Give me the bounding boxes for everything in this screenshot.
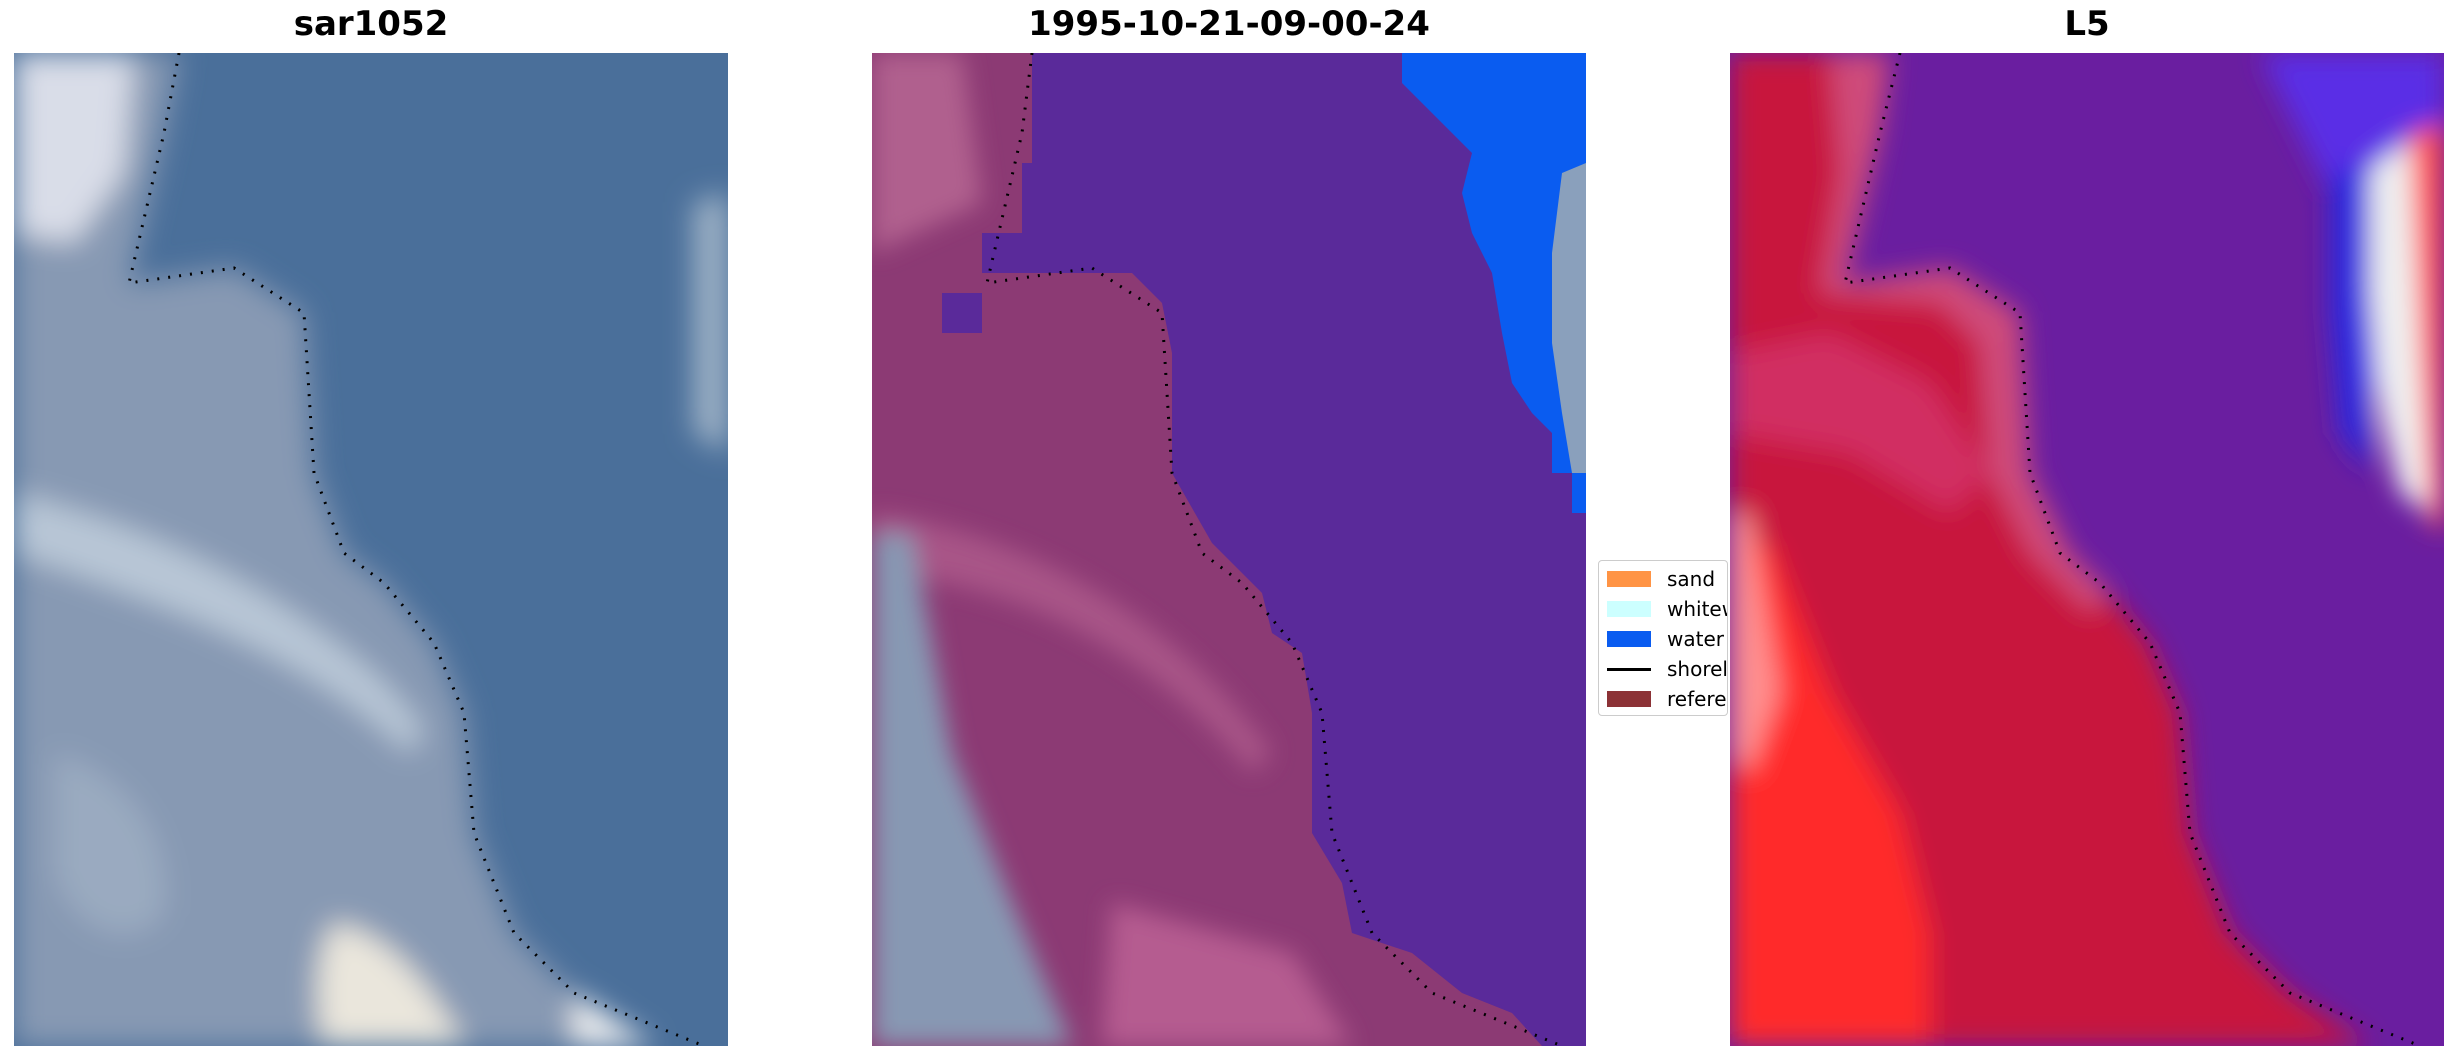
legend-swatch-reference (1607, 691, 1651, 707)
legend-swatch-sand (1607, 571, 1651, 587)
legend-item-reference: reference (1607, 685, 1727, 713)
index-image (1730, 53, 2444, 1046)
legend-label-reference: reference (1667, 687, 1727, 711)
shoreline-line (127, 53, 705, 1046)
water-class-region (942, 53, 1586, 1046)
legend-label-shoreline: shoreline (1667, 657, 1728, 681)
legend-swatch-water (1607, 631, 1651, 647)
index-image-panel (1730, 53, 2444, 1046)
legend-item-sand: sand (1607, 565, 1715, 593)
panel-title-rgb: sar1052 (293, 4, 449, 44)
panel-title-classified: 1995-10-21-09-00-24 (1028, 4, 1430, 44)
panel-title-index: L5 (2064, 4, 2110, 44)
shoreline-line (985, 53, 1563, 1046)
rgb-image (14, 53, 728, 1046)
classified-image (872, 53, 1586, 1046)
rgb-image-panel (14, 53, 728, 1046)
legend-label-sand: sand (1667, 567, 1716, 591)
legend-swatch-shoreline (1607, 667, 1651, 671)
legend-label-water: water (1667, 627, 1724, 651)
sea-water-region (1402, 53, 1586, 513)
classified-image-panel (872, 53, 1586, 1046)
legend-item-water: water (1607, 625, 1724, 653)
shoreline-line (1843, 53, 2421, 1046)
legend-item-shoreline: shoreline (1607, 655, 1728, 683)
legend-swatch-whitewater (1607, 601, 1651, 617)
